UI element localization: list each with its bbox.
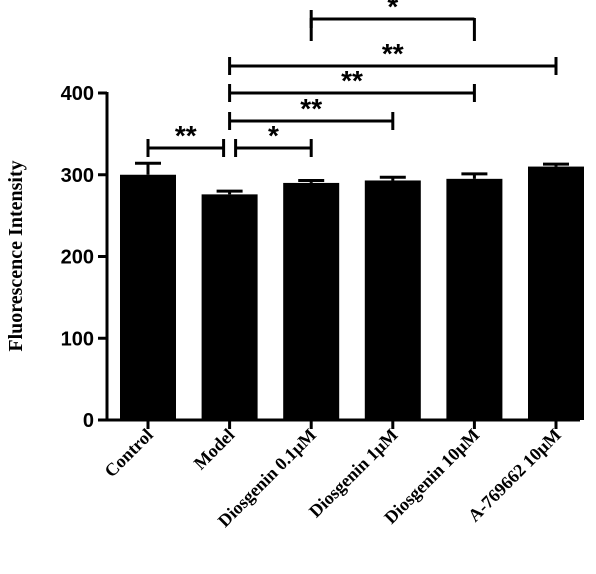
bar: [528, 166, 584, 420]
error-bars-layer: [135, 161, 569, 195]
x-tick-label: Model: [190, 425, 239, 474]
bars-layer: [120, 166, 584, 420]
y-tick-label: 0: [83, 410, 94, 432]
bar: [201, 194, 258, 420]
x-tick-label: Control: [100, 425, 156, 481]
significance-label: **: [175, 120, 197, 151]
significance-label: *: [387, 0, 398, 22]
y-tick-label: 300: [61, 165, 94, 187]
y-tick-label: 400: [61, 83, 94, 105]
y-tick-label: 200: [61, 247, 94, 269]
bar: [120, 174, 176, 420]
bar: [364, 180, 421, 420]
significance-label: **: [382, 38, 404, 69]
y-tick-label: 100: [61, 328, 94, 350]
significance-brackets-layer: ** ********: [146, 0, 558, 157]
y-axis-label: Fluorescence Intensity: [5, 160, 27, 351]
bar: [446, 178, 503, 420]
significance-label: **: [300, 93, 322, 124]
bar: [283, 182, 340, 420]
y-ticks-layer: 0 100 200 300 400: [61, 83, 107, 432]
significance-label: *: [268, 120, 279, 151]
significance-label: **: [341, 65, 363, 96]
